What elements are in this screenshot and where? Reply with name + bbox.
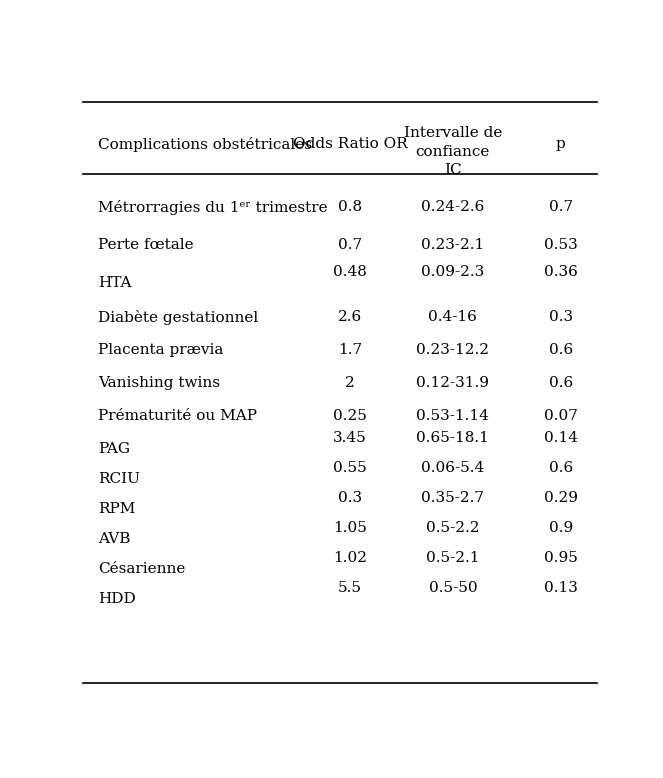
Text: 0.95: 0.95: [544, 552, 577, 566]
Text: Césarienne: Césarienne: [98, 562, 186, 576]
Text: 0.7: 0.7: [338, 238, 362, 252]
Text: 0.5-50: 0.5-50: [428, 581, 477, 595]
Text: 0.65-18.1: 0.65-18.1: [416, 432, 489, 446]
Text: 0.23-2.1: 0.23-2.1: [421, 238, 485, 252]
Text: 0.35-2.7: 0.35-2.7: [421, 492, 485, 506]
Text: 2.6: 2.6: [338, 310, 362, 324]
Text: 5.5: 5.5: [338, 581, 362, 595]
Text: 0.48: 0.48: [333, 265, 367, 279]
Text: Prématurité ou MAP: Prématurité ou MAP: [98, 409, 257, 423]
Text: 0.6: 0.6: [548, 343, 573, 357]
Text: 0.07: 0.07: [544, 409, 577, 423]
Text: 0.14: 0.14: [544, 432, 577, 446]
Text: 2: 2: [345, 377, 355, 391]
Text: 0.25: 0.25: [333, 409, 367, 423]
Text: 0.23-12.2: 0.23-12.2: [416, 343, 489, 357]
Text: 0.53-1.14: 0.53-1.14: [416, 409, 489, 423]
Text: p: p: [556, 137, 566, 151]
Text: 0.36: 0.36: [544, 265, 577, 279]
Text: HDD: HDD: [98, 592, 136, 606]
Text: Perte fœtale: Perte fœtale: [98, 238, 194, 252]
Text: Métrorragies du 1ᵉʳ trimestre: Métrorragies du 1ᵉʳ trimestre: [98, 200, 328, 215]
Text: PAG: PAG: [98, 442, 131, 456]
Text: 0.55: 0.55: [333, 461, 367, 475]
Text: 0.3: 0.3: [338, 492, 362, 506]
Text: Complications obstétricales: Complications obstétricales: [98, 137, 312, 152]
Text: 0.8: 0.8: [338, 200, 362, 214]
Text: 0.3: 0.3: [549, 310, 573, 324]
Text: 1.05: 1.05: [333, 521, 367, 535]
Text: RCIU: RCIU: [98, 472, 141, 486]
Text: RPM: RPM: [98, 502, 136, 516]
Text: 0.6: 0.6: [548, 461, 573, 475]
Text: 0.7: 0.7: [549, 200, 573, 214]
Text: 0.9: 0.9: [548, 521, 573, 535]
Text: 0.06-5.4: 0.06-5.4: [421, 461, 485, 475]
Text: AVB: AVB: [98, 532, 131, 546]
Text: 0.53: 0.53: [544, 238, 577, 252]
Text: 0.29: 0.29: [544, 492, 577, 506]
Text: 0.13: 0.13: [544, 581, 577, 595]
Text: 0.12-31.9: 0.12-31.9: [416, 377, 489, 391]
Text: 0.4-16: 0.4-16: [428, 310, 477, 324]
Text: 3.45: 3.45: [333, 432, 367, 446]
Text: Diabète gestationnel: Diabète gestationnel: [98, 310, 259, 325]
Text: 1.7: 1.7: [338, 343, 362, 357]
Text: Odds Ratio OR: Odds Ratio OR: [292, 137, 408, 151]
Text: Placenta prævia: Placenta prævia: [98, 343, 223, 357]
Text: 0.24-2.6: 0.24-2.6: [421, 200, 485, 214]
Text: 0.5-2.1: 0.5-2.1: [426, 552, 479, 566]
Text: 0.5-2.2: 0.5-2.2: [426, 521, 479, 535]
Text: 1.02: 1.02: [333, 552, 367, 566]
Text: Vanishing twins: Vanishing twins: [98, 377, 220, 391]
Text: HTA: HTA: [98, 275, 132, 289]
Text: 0.09-2.3: 0.09-2.3: [421, 265, 485, 279]
Text: Intervalle de
confiance
IC: Intervalle de confiance IC: [404, 126, 502, 177]
Text: 0.6: 0.6: [548, 377, 573, 391]
